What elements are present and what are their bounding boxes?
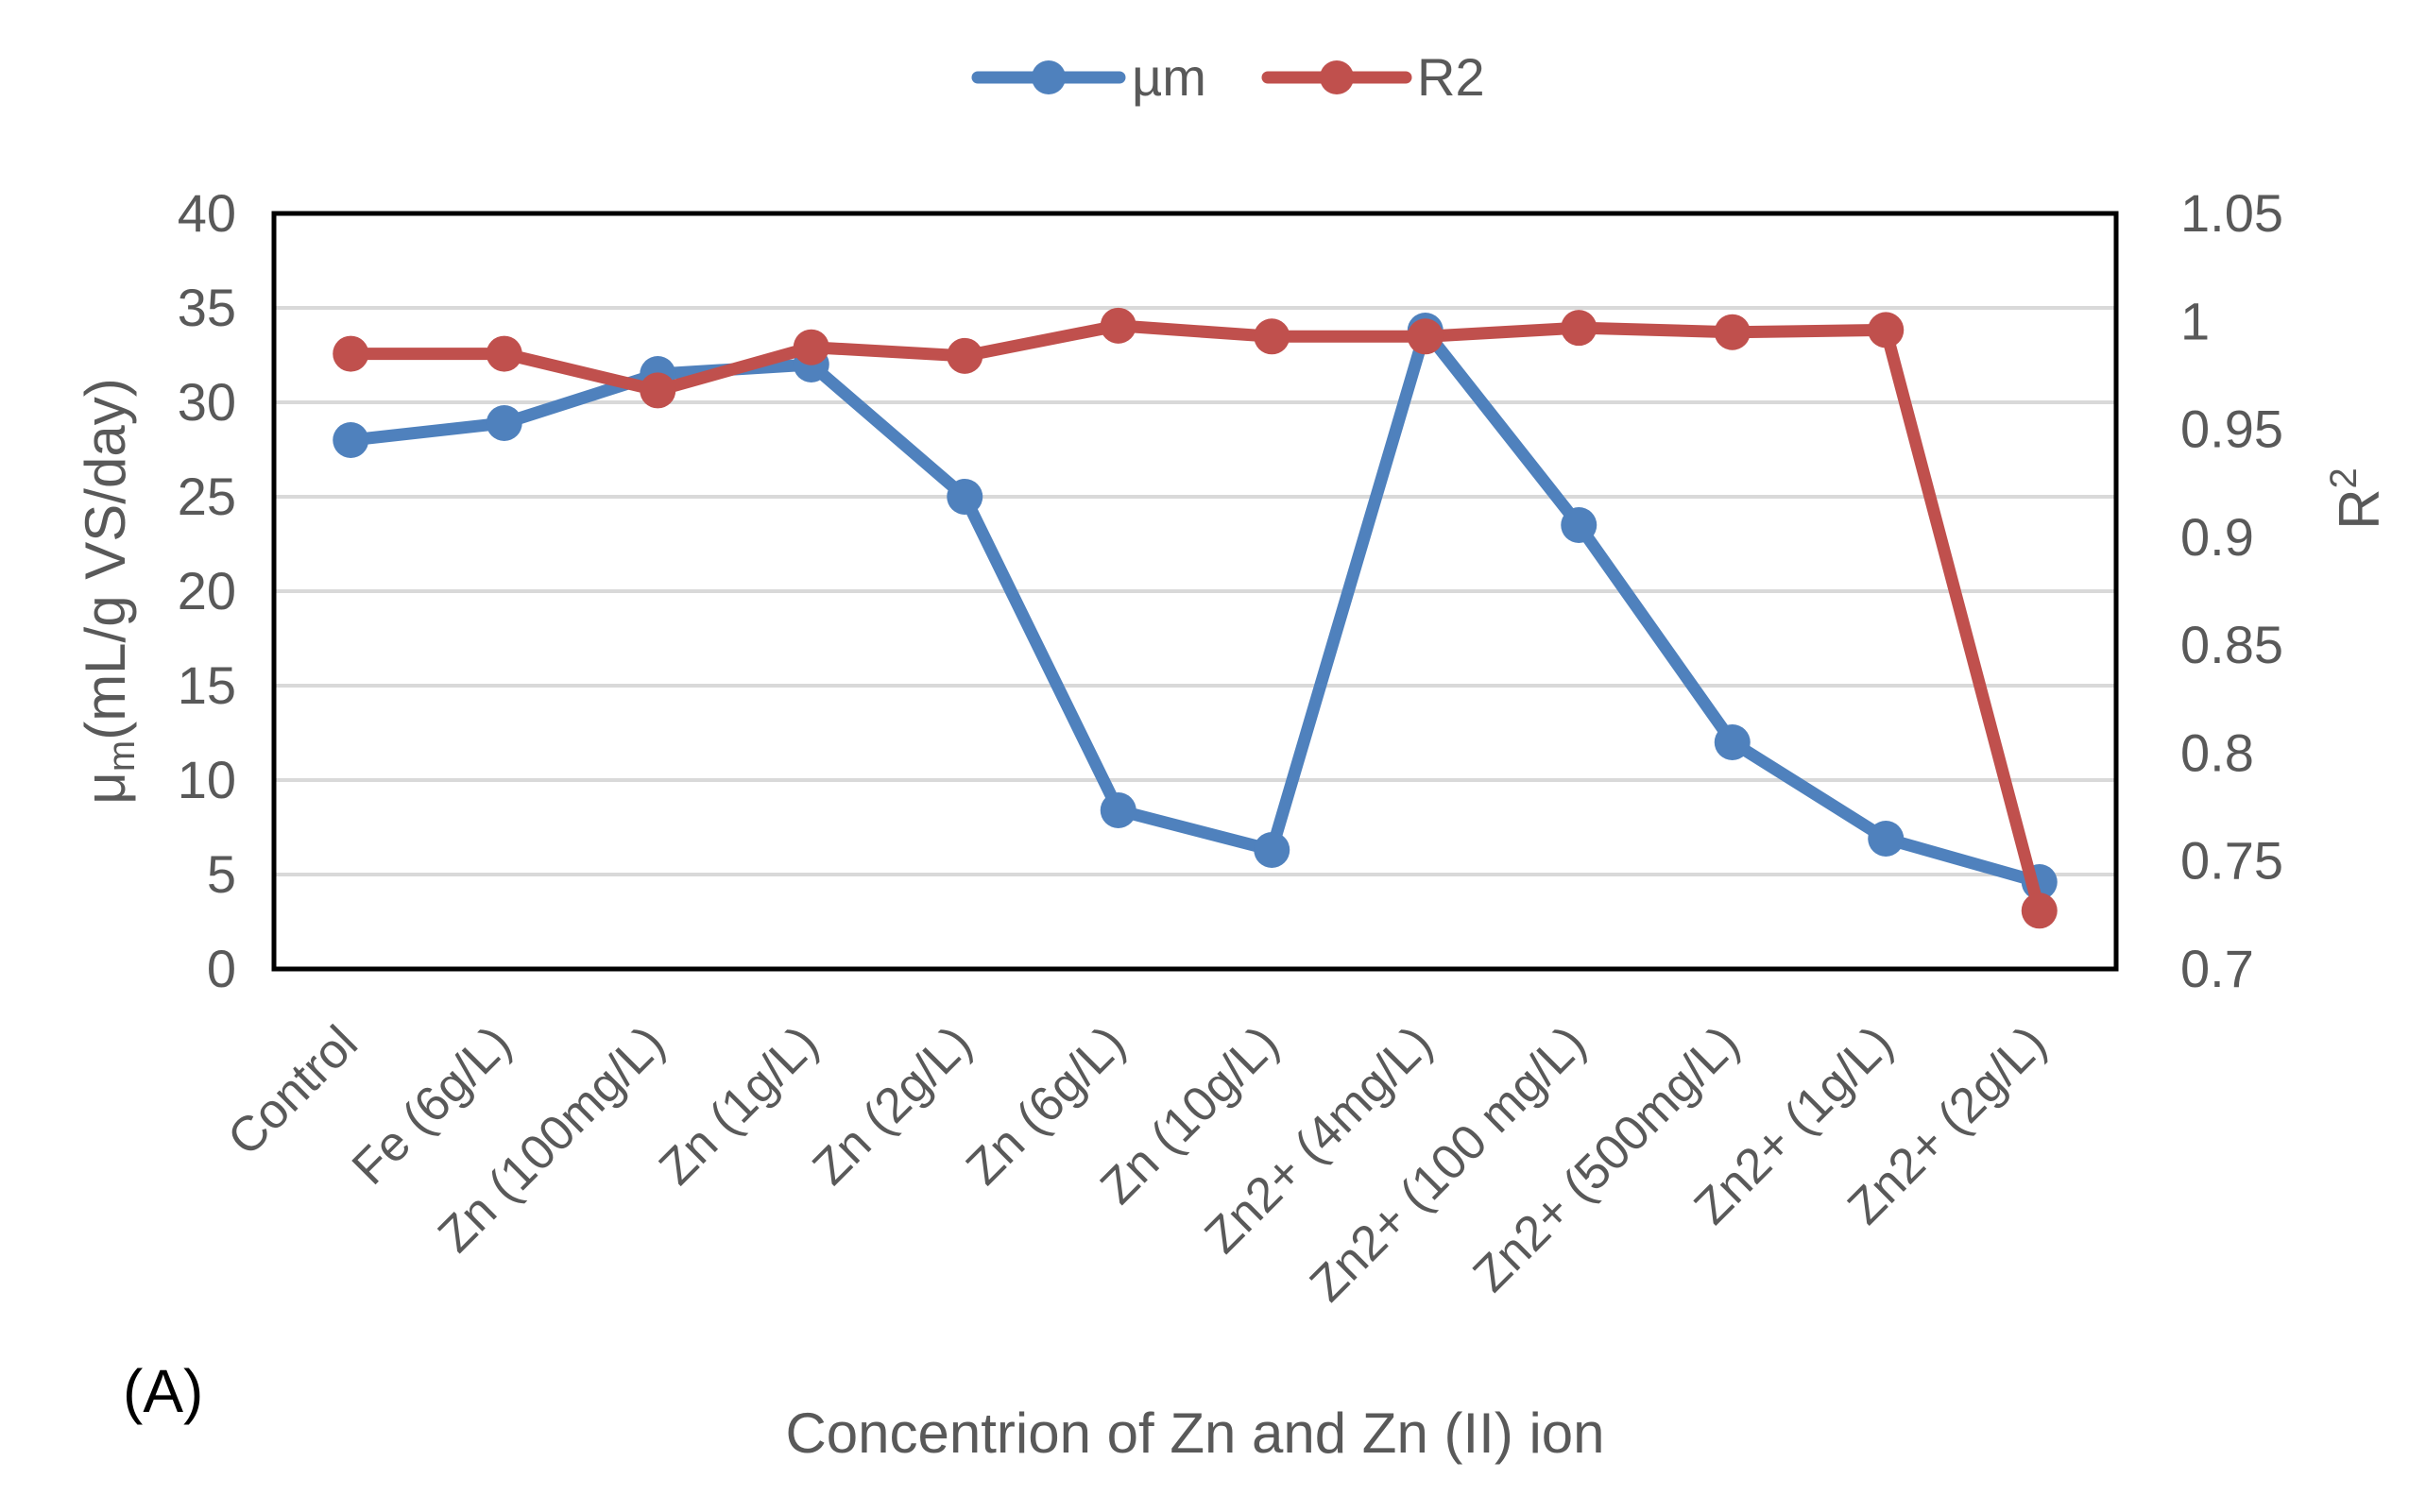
y-tick-label: 35 [178, 278, 236, 337]
data-point [486, 405, 522, 441]
series-line [344, 324, 2046, 889]
data-point [1714, 724, 1751, 760]
data-point [2021, 892, 2058, 929]
data-point [1407, 318, 1444, 355]
data-point [1254, 832, 1290, 868]
series-r2 [333, 307, 2058, 929]
x-tick-label: Zn (2g/L) [803, 1015, 982, 1195]
data-point [1100, 307, 1136, 344]
data-point [1714, 314, 1751, 350]
y-axis-right: 0.7 0.75 0.8 0.85 0.9 0.95 1 1.05 [2180, 183, 2283, 998]
data-point [333, 335, 369, 372]
x-axis-title: Concentrion of Zn and Zn (II) ion [785, 1402, 1604, 1465]
data-point [1100, 792, 1136, 828]
data-point [640, 372, 676, 409]
data-point [1561, 507, 1597, 543]
y-tick-label: 5 [207, 844, 236, 904]
y-tick-label: 30 [178, 372, 236, 432]
y2-tick-label: 0.85 [2180, 615, 2283, 674]
y2-tick-label: 0.9 [2180, 507, 2254, 567]
series-layer [333, 307, 2058, 929]
plot-area-frame [271, 211, 2119, 972]
data-point [1561, 310, 1597, 347]
y-axis-title: μm(mL/g VS/day) [74, 378, 143, 804]
x-tick-label: Zn (1g/L) [649, 1015, 829, 1195]
y-tick-label: 20 [178, 561, 236, 620]
y-tick-label: 0 [207, 939, 236, 998]
legend-label-um: µm [1132, 47, 1206, 107]
y2-tick-label: 0.95 [2180, 399, 2283, 459]
legend-label-r2: R2 [1417, 47, 1485, 107]
y2-tick-label: 1.05 [2180, 183, 2283, 243]
y-axis-left: 0 5 10 15 20 25 30 35 40 [178, 183, 236, 998]
x-tick-label: Zn2+ (100 mg/L) [1300, 1015, 1597, 1312]
data-point [486, 335, 522, 372]
x-tick-label: Control [217, 1015, 368, 1166]
x-tick-label: Zn2+ (500mg/L) [1463, 1015, 1751, 1302]
data-point [1868, 312, 1905, 348]
legend: µm R2 [971, 47, 1485, 107]
series-line [344, 319, 2046, 917]
y-tick-label: 15 [178, 655, 236, 715]
data-point [947, 479, 983, 515]
y-tick-label: 10 [178, 750, 236, 809]
y-tick-label: 40 [178, 183, 236, 243]
data-point [793, 329, 829, 365]
data-point [1868, 821, 1905, 857]
grid [274, 306, 2116, 876]
y2-tick-label: 1 [2180, 291, 2210, 350]
y2-axis-title: R2 [2323, 467, 2391, 530]
y2-tick-label: 0.7 [2180, 939, 2254, 998]
legend-item-um: µm [971, 47, 1206, 107]
legend-item-r2: R2 [1261, 47, 1485, 107]
data-point [333, 422, 369, 458]
panel-label: (A) [123, 1357, 203, 1425]
data-point [947, 337, 983, 374]
data-point [1254, 318, 1290, 355]
y-tick-label: 25 [178, 467, 236, 526]
y2-tick-label: 0.8 [2180, 722, 2254, 782]
y2-tick-label: 0.75 [2180, 831, 2283, 891]
